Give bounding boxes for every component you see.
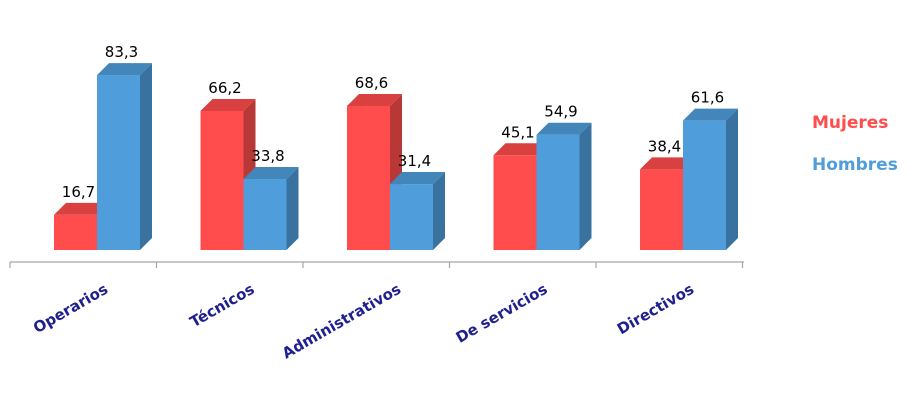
bar-top-hombres (390, 172, 445, 185)
data-label-mujeres: 45,1 (501, 123, 534, 141)
bar-hombres (243, 179, 287, 250)
data-label-hombres: 33,8 (251, 147, 284, 165)
bar-hombres (390, 184, 433, 250)
data-label-mujeres: 16,7 (62, 183, 95, 201)
bar-mujeres (200, 110, 244, 250)
legend: Mujeres Hombres (812, 102, 898, 186)
bar-top-mujeres (200, 98, 256, 111)
legend-hombres: Hombres (812, 155, 898, 175)
bar-mujeres (347, 105, 390, 250)
bar-hombres (683, 120, 726, 250)
bar-hombres (536, 134, 580, 250)
x-tick-label: Administrativos (279, 280, 404, 363)
data-label-hombres: 61,6 (691, 89, 724, 107)
x-tick-label: Operarios (30, 280, 111, 337)
bar-mujeres (640, 169, 683, 250)
bar-top-mujeres (347, 93, 402, 106)
data-label-mujeres: 66,2 (208, 79, 241, 97)
bar-side-hombres (286, 167, 299, 250)
x-tick-label: De servicios (453, 280, 551, 347)
bar-top-mujeres (493, 143, 549, 156)
legend-mujeres: Mujeres (812, 113, 889, 133)
bar-top-hombres (536, 122, 592, 135)
x-tick-label: Técnicos (187, 280, 258, 331)
bar-side-hombres (140, 63, 152, 250)
data-label-hombres: 31,4 (398, 152, 431, 170)
data-label-hombres: 83,3 (105, 43, 138, 61)
bar-mujeres (54, 214, 97, 250)
bar-side-hombres (726, 108, 738, 250)
bar-top-mujeres (640, 157, 695, 170)
bar-side-hombres (433, 172, 445, 250)
data-label-hombres: 54,9 (544, 103, 577, 121)
bar-top-hombres (97, 63, 152, 76)
bar-top-hombres (243, 167, 299, 180)
bar-top-hombres (683, 108, 738, 121)
bar-mujeres (493, 155, 537, 250)
bar-hombres (97, 75, 140, 250)
data-label-mujeres: 68,6 (355, 74, 388, 92)
bar-top-mujeres (54, 202, 109, 215)
bar-side-hombres (579, 122, 592, 250)
x-tick-label: Directivos (614, 280, 697, 338)
data-label-mujeres: 38,4 (648, 137, 681, 155)
